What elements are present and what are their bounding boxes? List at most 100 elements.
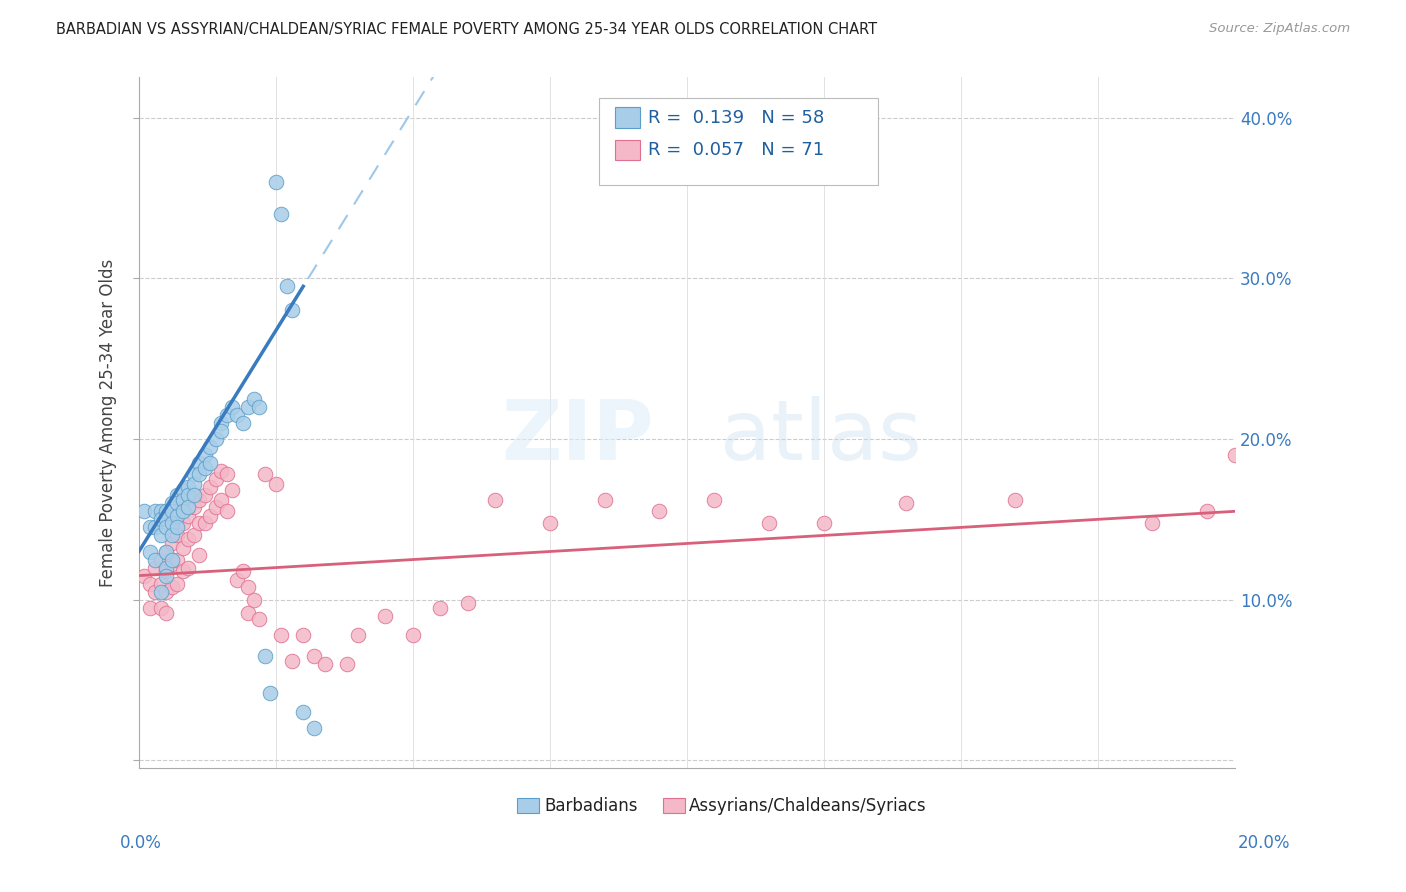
- Point: [243, 392, 266, 406]
- Point: [281, 654, 304, 668]
- Point: [155, 568, 177, 582]
- Point: [215, 504, 238, 518]
- Point: [1142, 516, 1164, 530]
- Point: [347, 628, 370, 642]
- Point: [172, 493, 194, 508]
- Point: [538, 516, 561, 530]
- Point: [253, 648, 276, 663]
- Text: R =  0.057   N = 71: R = 0.057 N = 71: [648, 141, 824, 159]
- Point: [160, 558, 183, 572]
- Point: [1004, 493, 1026, 508]
- Point: [270, 628, 292, 642]
- Point: [177, 500, 200, 514]
- Point: [160, 516, 183, 530]
- Point: [177, 488, 200, 502]
- Point: [198, 509, 221, 524]
- Point: [139, 576, 162, 591]
- Point: [160, 552, 183, 566]
- Point: [215, 408, 238, 422]
- Point: [166, 576, 188, 591]
- Point: [281, 303, 304, 318]
- Point: [232, 416, 254, 430]
- Point: [429, 600, 451, 615]
- Point: [183, 477, 205, 491]
- Point: [188, 548, 211, 562]
- Point: [155, 504, 177, 518]
- Point: [292, 705, 315, 719]
- Point: [143, 560, 166, 574]
- Point: [160, 504, 183, 518]
- Point: [226, 408, 249, 422]
- Point: [143, 552, 166, 566]
- Point: [194, 516, 217, 530]
- Point: [593, 493, 616, 508]
- Point: [177, 532, 200, 546]
- Point: [238, 606, 260, 620]
- Point: [139, 600, 162, 615]
- Point: [172, 541, 194, 556]
- Point: [177, 509, 200, 524]
- Point: [292, 628, 315, 642]
- Text: Source: ZipAtlas.com: Source: ZipAtlas.com: [1209, 22, 1350, 36]
- Point: [188, 493, 211, 508]
- Point: [160, 536, 183, 550]
- Point: [1223, 448, 1246, 462]
- Point: [155, 606, 177, 620]
- Point: [209, 493, 232, 508]
- Point: [149, 512, 172, 526]
- Point: [894, 496, 917, 510]
- Point: [166, 520, 188, 534]
- Point: [183, 467, 205, 482]
- Point: [172, 483, 194, 498]
- FancyBboxPatch shape: [517, 798, 538, 814]
- Point: [155, 560, 177, 574]
- Point: [194, 461, 217, 475]
- Point: [143, 504, 166, 518]
- Point: [143, 584, 166, 599]
- Point: [264, 477, 287, 491]
- Point: [155, 512, 177, 526]
- Point: [155, 544, 177, 558]
- FancyBboxPatch shape: [616, 140, 640, 161]
- Point: [198, 480, 221, 494]
- Point: [249, 400, 271, 414]
- Point: [149, 600, 172, 615]
- Point: [166, 552, 188, 566]
- Point: [183, 528, 205, 542]
- Point: [183, 488, 205, 502]
- Point: [648, 504, 671, 518]
- Point: [149, 504, 172, 518]
- Point: [457, 596, 479, 610]
- Point: [166, 528, 188, 542]
- Point: [166, 496, 188, 510]
- Point: [194, 448, 217, 462]
- Point: [243, 592, 266, 607]
- Text: 20.0%: 20.0%: [1239, 834, 1291, 852]
- Point: [314, 657, 336, 671]
- Point: [276, 279, 298, 293]
- Point: [238, 400, 260, 414]
- Point: [177, 560, 200, 574]
- Point: [172, 516, 194, 530]
- Point: [209, 424, 232, 438]
- Point: [149, 552, 172, 566]
- Point: [183, 500, 205, 514]
- Point: [209, 416, 232, 430]
- Text: Barbadians: Barbadians: [544, 797, 638, 814]
- Point: [302, 721, 325, 735]
- Point: [374, 608, 396, 623]
- Text: Assyrians/Chaldeans/Syriacs: Assyrians/Chaldeans/Syriacs: [689, 797, 927, 814]
- Point: [160, 496, 183, 510]
- Point: [204, 472, 226, 486]
- Point: [155, 564, 177, 578]
- Point: [226, 574, 249, 588]
- Point: [134, 568, 156, 582]
- Point: [172, 504, 194, 518]
- Text: BARBADIAN VS ASSYRIAN/CHALDEAN/SYRIAC FEMALE POVERTY AMONG 25-34 YEAR OLDS CORRE: BARBADIAN VS ASSYRIAN/CHALDEAN/SYRIAC FE…: [56, 22, 877, 37]
- Point: [149, 528, 172, 542]
- Point: [139, 520, 162, 534]
- Point: [155, 544, 177, 558]
- Point: [204, 432, 226, 446]
- Point: [232, 564, 254, 578]
- FancyBboxPatch shape: [599, 98, 879, 185]
